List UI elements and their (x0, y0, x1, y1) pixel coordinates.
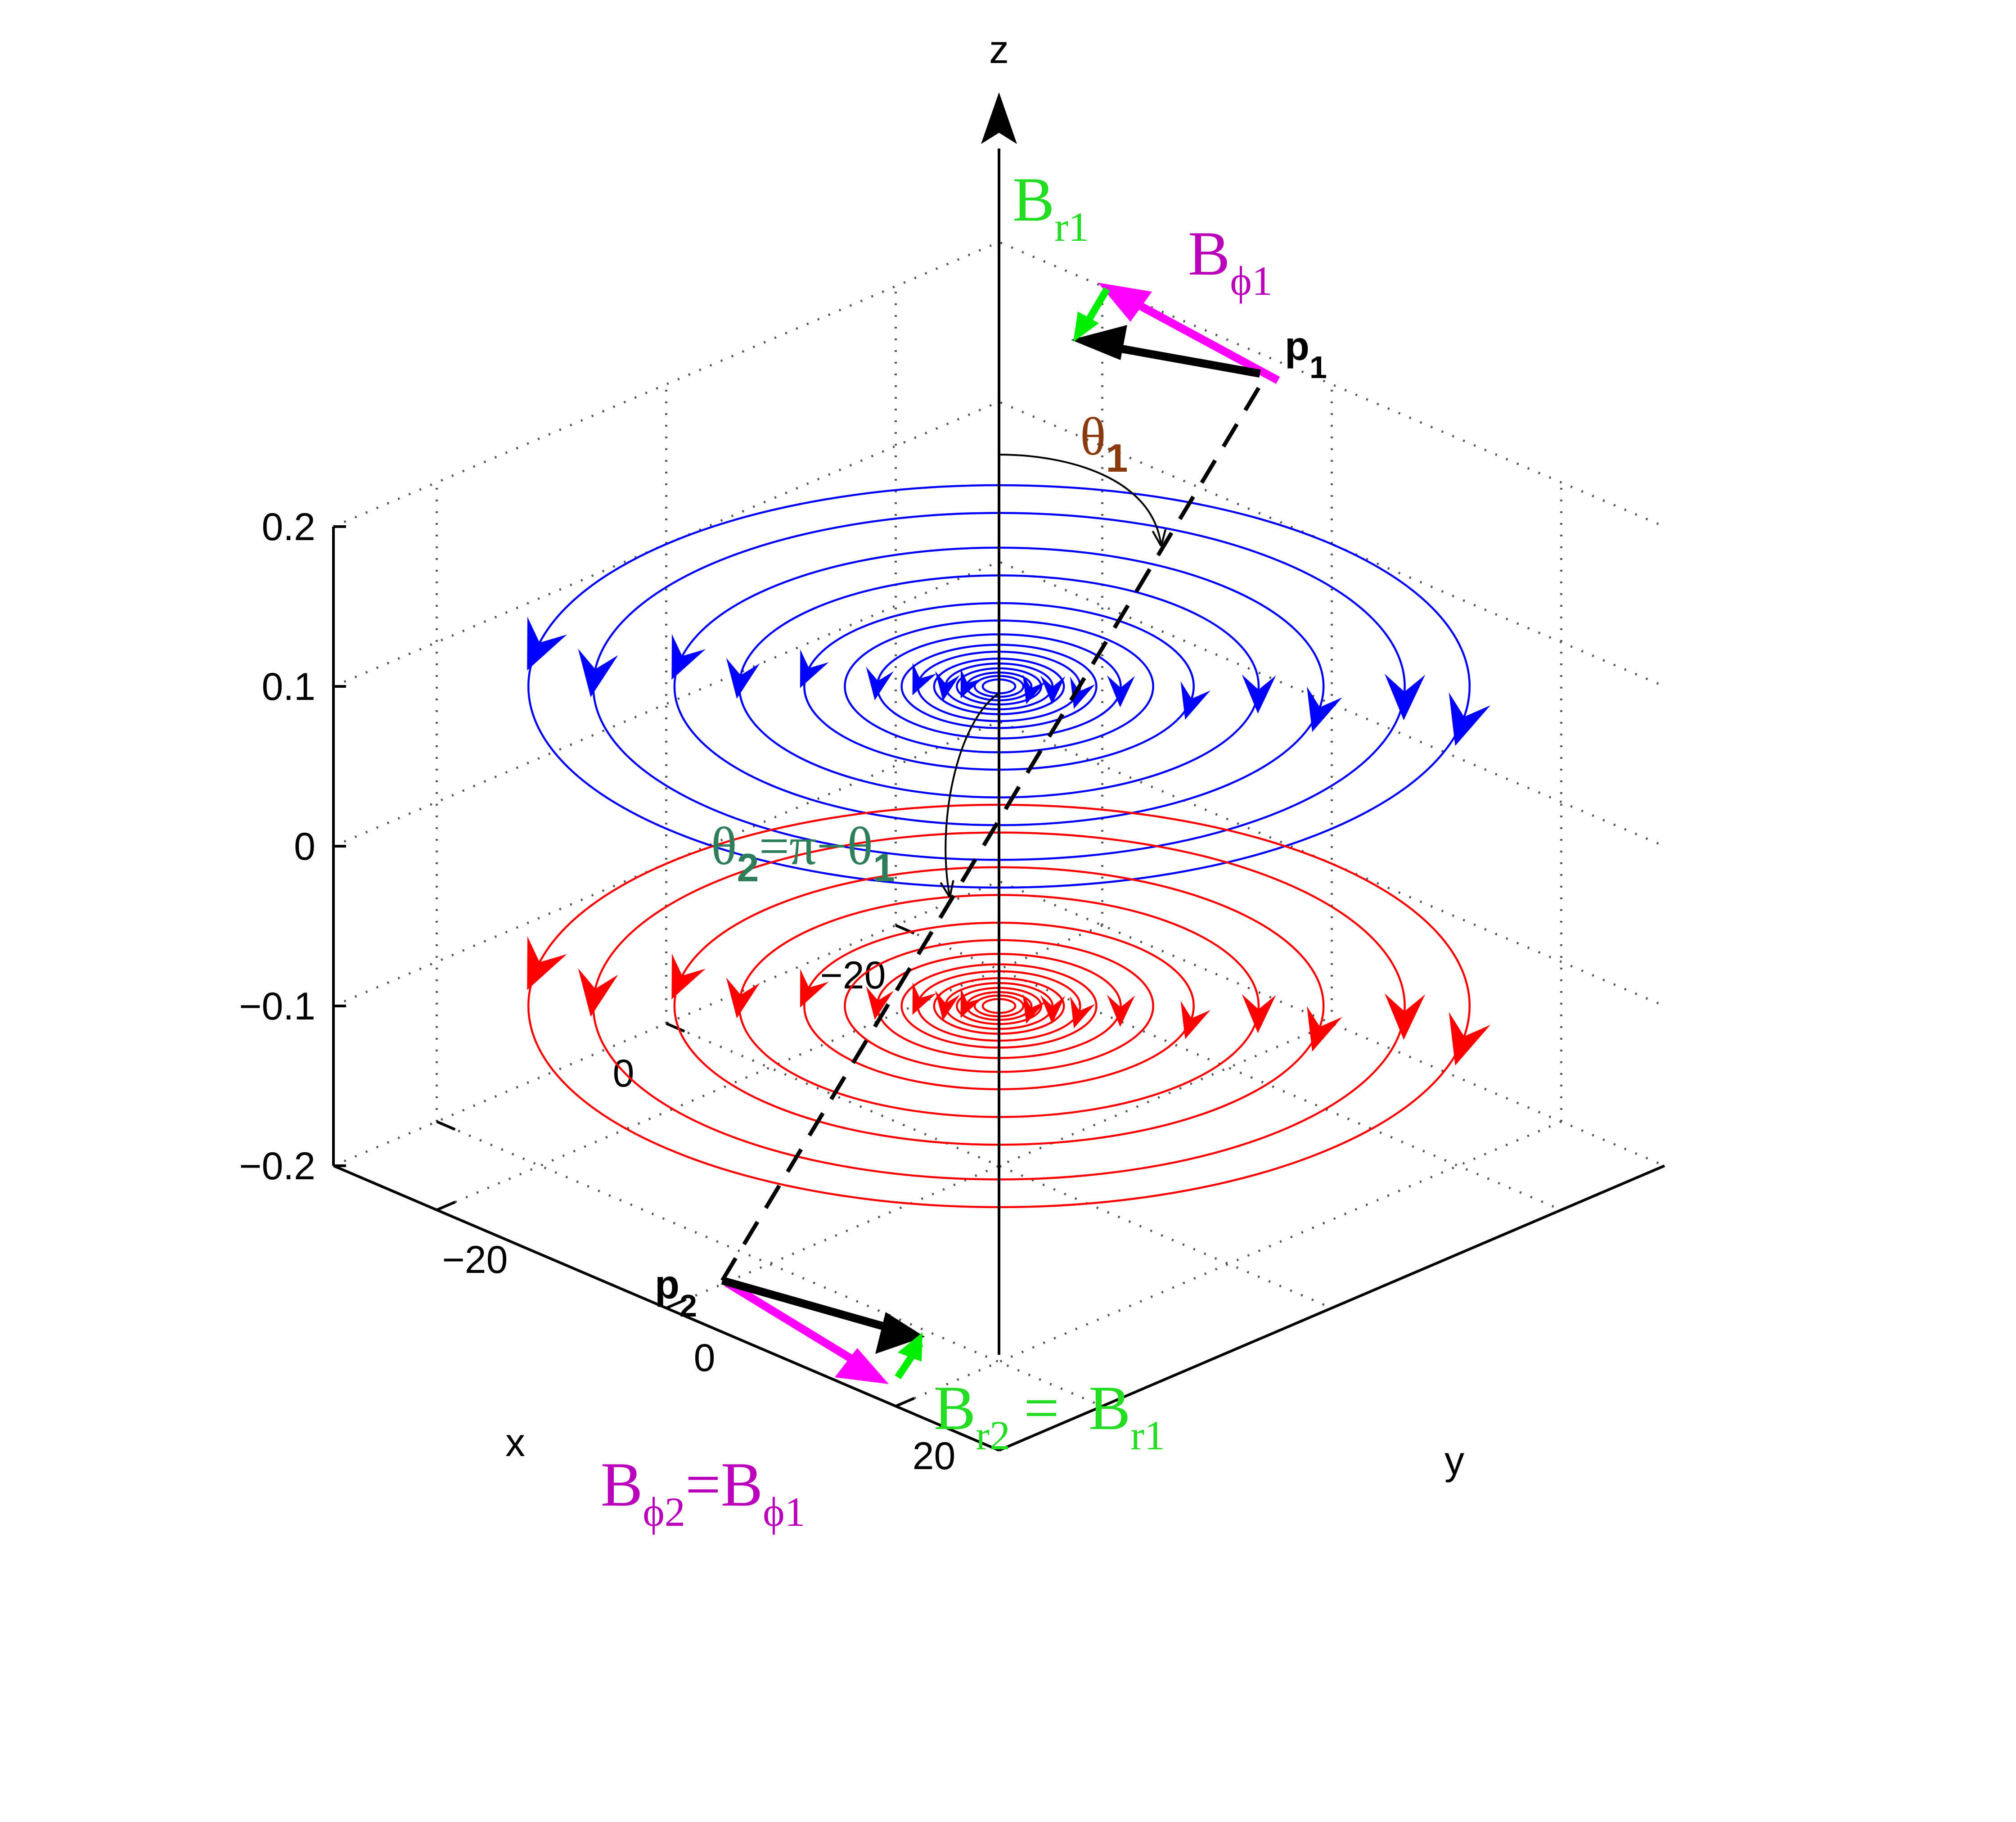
lower-field-arrow (1070, 996, 1095, 1028)
y-tick (895, 1397, 915, 1407)
p2-vectors (721, 1276, 925, 1384)
lower-field-arrow (527, 936, 567, 990)
grid-line (333, 880, 1665, 1167)
upper-field-lines (527, 484, 1491, 889)
upper-field-arrow (726, 658, 760, 699)
grid-line (333, 720, 1665, 1007)
p1-vectors (1071, 283, 1280, 384)
upper-field-arrow (527, 617, 567, 671)
upper-field-arrow (935, 671, 960, 701)
theta2-label: θ2=π−θ1 (711, 816, 895, 890)
bphi2-vector (724, 1279, 862, 1367)
upper-field-arrow (1022, 674, 1046, 704)
upper-field-arrow (1307, 686, 1342, 732)
upper-field-arrow (800, 649, 829, 688)
lower-field-arrow (960, 988, 983, 1018)
z-tick-label: 0.1 (261, 665, 315, 708)
upper-field-arrow (1242, 674, 1276, 714)
upper-field-arrow (1070, 676, 1095, 709)
lower-field-arrow (671, 953, 706, 1000)
theta1-label: θ1 (1080, 406, 1128, 480)
lower-field-arrow (1307, 1006, 1342, 1052)
upper-field-arrow (866, 667, 894, 700)
z-tick-label: −0.2 (239, 1145, 315, 1188)
grid-line (895, 1120, 1562, 1407)
upper-field-arrow (1384, 674, 1426, 721)
y-axis-frame (998, 1164, 1665, 1452)
theta2-arc (945, 692, 1000, 896)
y-tick-label: 0 (694, 1336, 716, 1380)
bphi1-label: Bϕ1 (1188, 219, 1273, 304)
upper-field-arrow (671, 634, 706, 680)
br1-arrowhead (1073, 311, 1099, 342)
tick-labels: 0.2 0.1 0 −0.1 −0.2 −20 0 −20 0 20 (239, 505, 955, 1478)
z-tick-label: −0.1 (239, 985, 315, 1028)
p2-label: p2 (655, 1263, 697, 1323)
lower-field-arrow (1022, 994, 1046, 1024)
lower-field-lines (527, 803, 1491, 1209)
x-tick-label: −20 (820, 954, 886, 997)
y-tick-label: −20 (442, 1238, 508, 1281)
upper-field-arrow (578, 649, 618, 697)
lower-field-arrow (726, 977, 760, 1019)
y-axis-name: y (1444, 1438, 1464, 1483)
lower-field-arrow (912, 982, 937, 1015)
br2-label: Br2 = Br1 (934, 1373, 1165, 1458)
lower-field-arrow (1107, 995, 1135, 1027)
bphi1-arrowhead (1098, 283, 1152, 322)
x-tick-label: 0 (613, 1052, 634, 1095)
lower-field-arrow (935, 990, 960, 1021)
upper-field-arrow (1449, 692, 1491, 746)
theta1-arc (999, 454, 1161, 545)
position-vector-2 (721, 1276, 890, 1332)
x-tick (666, 1022, 685, 1033)
position-vector-2-arrowhead (875, 1312, 925, 1354)
grid-line (436, 1120, 1103, 1407)
y-tick-label: 20 (913, 1434, 956, 1478)
z-axis-arrowhead (981, 92, 1017, 144)
upper-field-arrow (1040, 675, 1066, 704)
y-tick (436, 1200, 456, 1211)
bphi2-arrowhead (835, 1348, 889, 1384)
z-tick-label: 0 (294, 825, 315, 868)
x-axis-name: x (505, 1420, 525, 1465)
z-axis-name: z (989, 27, 1009, 72)
grid-line (333, 560, 1665, 848)
lower-field-arrow (578, 968, 618, 1017)
grid-line (333, 241, 1665, 528)
p1-label: p1 (1285, 324, 1327, 385)
p1-p2-dashed-line (720, 373, 1269, 1282)
upper-field-arrow (1180, 681, 1210, 720)
br1-label: Br1 (1012, 165, 1089, 250)
lower-field-arrow (1449, 1012, 1491, 1066)
upper-field-arrow (912, 663, 937, 695)
upper-field-arrow (960, 668, 983, 699)
x-tick (436, 1120, 456, 1131)
y-tick (666, 1299, 685, 1309)
position-vector-1-arrowhead (1071, 325, 1127, 360)
lower-field-arrow (866, 986, 894, 1020)
z-tick-label: 0.2 (261, 505, 315, 549)
lower-field-arrow (1180, 1001, 1210, 1039)
lower-field-arrow (1242, 994, 1276, 1033)
lower-field-arrow (800, 969, 829, 1008)
upper-field-arrow (1107, 675, 1135, 708)
lower-field-arrow (1384, 993, 1426, 1040)
lower-field-arrow (1040, 995, 1066, 1024)
br2-arrowhead (898, 1332, 922, 1362)
bphi2-label: Bϕ2=Bϕ1 (601, 1450, 806, 1535)
grid-line (333, 401, 1665, 688)
